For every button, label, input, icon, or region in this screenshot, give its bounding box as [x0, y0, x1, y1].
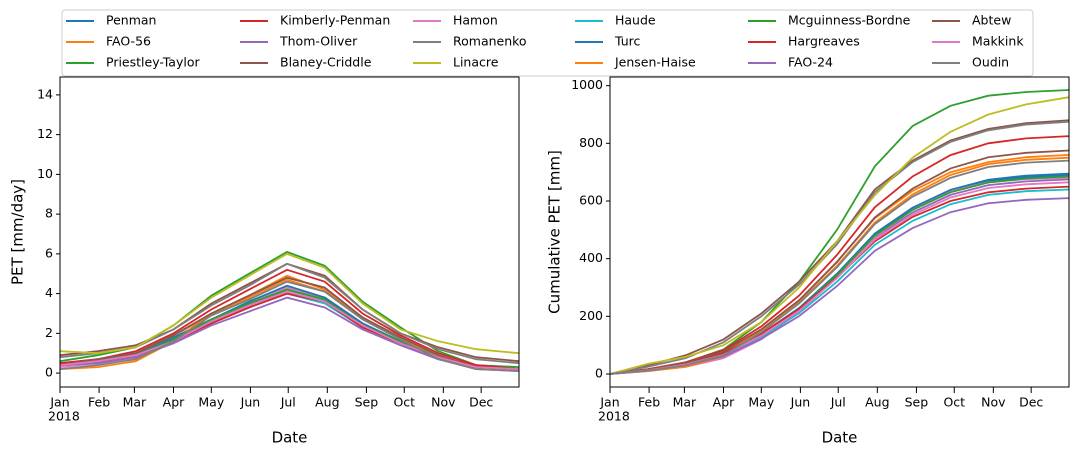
x-tick-label: Jan [49, 395, 69, 410]
x-tick-label: Jul [830, 395, 846, 410]
x-tick-label: Oct [943, 395, 965, 410]
series-line [609, 159, 1070, 375]
y-tick-label: 8 [45, 206, 53, 221]
y-tick-label: 1000 [571, 77, 603, 92]
axes-frame [59, 76, 520, 388]
y-tick-label: 2 [45, 325, 53, 340]
x-axis-label: Date [822, 429, 858, 447]
y-tick-label: 400 [579, 250, 603, 265]
x-tick-label: Sep [905, 395, 929, 410]
x-tick-label: Oct [393, 395, 415, 410]
series-line [609, 120, 1070, 375]
y-tick-label: 6 [45, 245, 53, 260]
series-line [609, 135, 1070, 375]
series-line [609, 149, 1070, 375]
x-tick-label: May [748, 395, 774, 410]
x-tick-label: Sep [355, 395, 379, 410]
legend-label: Hamon [453, 13, 498, 28]
x-tick-label: May [198, 395, 224, 410]
legend-label: Hargreaves [788, 34, 860, 49]
x-tick-label: Nov [431, 395, 456, 410]
legend-label: Makkink [972, 34, 1024, 49]
legend-label: Haude [615, 13, 656, 28]
legend-label: Mcguinness-Bordne [788, 13, 911, 28]
axes-frame [609, 76, 1070, 388]
legend-label: FAO-56 [106, 34, 151, 49]
legend-label: Blaney-Criddle [280, 55, 372, 70]
x-tick-label: Dec [469, 395, 493, 410]
legend-label: Jensen-Haise [614, 55, 696, 70]
legend-label: Oudin [972, 55, 1009, 70]
x-axis-label: Date [272, 429, 308, 447]
x-tick-label: Nov [981, 395, 1006, 410]
x-tick-label: Jun [790, 395, 811, 410]
legend-label: Linacre [453, 55, 499, 70]
y-tick-label: 12 [37, 126, 53, 141]
series-line [609, 96, 1070, 375]
series-line [609, 188, 1070, 375]
legend-label: Priestley-Taylor [106, 55, 200, 70]
legend-label: Turc [614, 34, 641, 49]
x-sublabel: 2018 [48, 409, 80, 424]
series-line [609, 156, 1070, 375]
legend-label: Thom-Oliver [279, 34, 358, 49]
x-tick-label: Mar [673, 395, 697, 410]
x-tick-label: Aug [865, 395, 889, 410]
y-axis-label: PET [mm/day] [9, 179, 27, 285]
x-tick-label: Mar [123, 395, 147, 410]
y-axis-label: Cumulative PET [mm] [546, 150, 564, 314]
legend-label: Kimberly-Penman [280, 13, 390, 28]
x-tick-label: Dec [1019, 395, 1043, 410]
legend-label: Romanenko [453, 34, 527, 49]
y-tick-label: 4 [45, 285, 53, 300]
series-line [609, 89, 1070, 375]
x-tick-label: Jun [240, 395, 261, 410]
legend-label: Abtew [972, 13, 1011, 28]
x-tick-label: Aug [315, 395, 339, 410]
y-tick-label: 600 [579, 193, 603, 208]
y-tick-label: 200 [579, 308, 603, 323]
y-tick-label: 0 [45, 365, 53, 380]
y-tick-label: 14 [37, 86, 53, 101]
x-tick-label: Jan [599, 395, 619, 410]
y-tick-label: 0 [595, 366, 603, 381]
x-tick-label: Jul [280, 395, 296, 410]
y-tick-label: 800 [579, 135, 603, 150]
series-line [59, 276, 520, 370]
series-line [59, 268, 520, 370]
series-line [59, 252, 520, 355]
legend-label: Penman [106, 13, 156, 28]
x-tick-label: Feb [88, 395, 110, 410]
x-tick-label: Apr [163, 395, 185, 410]
x-sublabel: 2018 [598, 409, 630, 424]
series-line [609, 119, 1070, 375]
x-tick-label: Apr [713, 395, 735, 410]
series-line [59, 280, 520, 372]
series-line [59, 290, 520, 370]
legend-box [61, 9, 1034, 77]
legend-label: FAO-24 [788, 55, 833, 70]
y-tick-label: 10 [37, 166, 53, 181]
x-tick-label: Feb [638, 395, 660, 410]
